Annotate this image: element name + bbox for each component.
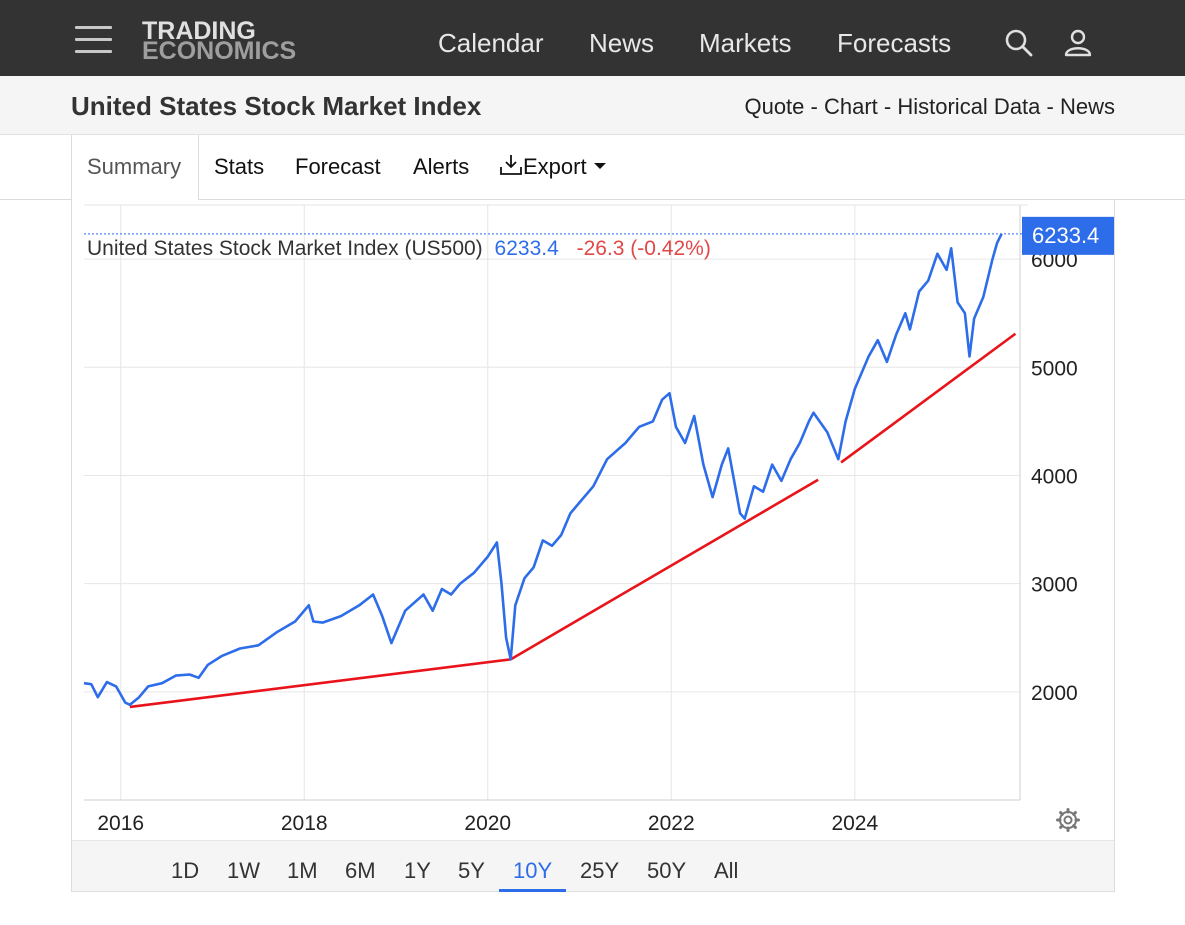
logo-line1: TRADING <box>142 17 256 45</box>
chart-legend: United States Stock Market Index (US500)… <box>87 237 711 260</box>
trendline <box>129 658 511 709</box>
series-line <box>83 233 1003 707</box>
search-icon[interactable] <box>1004 28 1034 58</box>
export-label: Export <box>523 154 587 179</box>
chart-grid <box>84 204 1028 801</box>
link-historical-data[interactable]: Historical Data <box>897 94 1041 119</box>
y-tick-label: 3000 <box>1031 574 1078 597</box>
y-tick-label: 5000 <box>1031 357 1078 380</box>
range-all[interactable]: All <box>714 858 739 883</box>
nav-forecasts[interactable]: Forecasts <box>837 28 952 58</box>
trendline <box>510 478 819 661</box>
tab-summary-label: Summary <box>87 154 182 179</box>
nav-calendar[interactable]: Calendar <box>438 28 544 58</box>
range-1m[interactable]: 1M <box>287 858 318 883</box>
nav-markets[interactable]: Markets <box>699 28 792 58</box>
x-tick-label: 2016 <box>97 812 144 835</box>
range-1y[interactable]: 1Y <box>404 858 431 883</box>
trendline <box>840 332 1017 464</box>
range-1d[interactable]: 1D <box>171 858 200 883</box>
last-value-label: 6233.4 <box>1032 223 1099 248</box>
link-separator: - <box>1046 94 1054 119</box>
x-axis-labels: 2016 2018 2020 2022 2024 <box>97 812 878 835</box>
link-quote[interactable]: Quote <box>744 94 805 119</box>
logo-line2: ECONOMICS <box>142 37 297 65</box>
title-bar: United States Stock Market Index Quote -… <box>0 76 1185 135</box>
top-navbar: TRADING ECONOMICS Calendar News Markets … <box>0 0 1185 76</box>
link-news[interactable]: News <box>1059 94 1115 119</box>
y-tick-label: 4000 <box>1031 465 1078 488</box>
link-separator: - <box>810 94 818 119</box>
settings-gear-icon[interactable] <box>1056 808 1080 832</box>
last-value-badge: 6233.4 <box>1022 216 1114 255</box>
range-5y[interactable]: 5Y <box>458 858 485 883</box>
user-icon[interactable] <box>1063 28 1093 58</box>
legend-series-name: United States Stock Market Index (US500) <box>87 237 483 260</box>
x-tick-label: 2022 <box>648 812 695 835</box>
range-6m[interactable]: 6M <box>345 858 376 883</box>
link-chart[interactable]: Chart <box>823 94 878 119</box>
range-selector: 1D 1W 1M 6M 1Y 5Y 10Y 25Y 50Y All <box>72 840 1114 892</box>
chart-panel <box>71 200 1115 892</box>
y-tick-label: 2000 <box>1031 682 1078 705</box>
export-button[interactable]: Export <box>499 154 607 180</box>
range-1w[interactable]: 1W <box>227 858 260 883</box>
logo[interactable]: TRADING ECONOMICS <box>142 17 297 65</box>
x-tick-label: 2018 <box>281 812 328 835</box>
quick-links: Quote - Chart - Historical Data - News <box>744 94 1115 120</box>
menu-icon[interactable] <box>75 26 112 56</box>
caret-down-icon <box>593 163 606 169</box>
x-tick-label: 2024 <box>831 812 878 835</box>
active-range-underline <box>499 889 566 892</box>
legend-change: -26.3 (-0.42%) <box>577 237 711 260</box>
download-icon <box>500 155 522 175</box>
link-separator: - <box>883 94 892 119</box>
tab-summary[interactable]: Summary <box>71 135 199 201</box>
legend-last-value: 6233.4 <box>495 237 560 260</box>
page-title: United States Stock Market Index <box>71 91 482 121</box>
tab-stats[interactable]: Stats <box>214 154 265 179</box>
range-25y[interactable]: 25Y <box>580 858 620 883</box>
nav-news[interactable]: News <box>589 28 655 58</box>
tabs-row: Summary Stats Forecast Alerts Export <box>0 135 1185 201</box>
trendlines <box>129 332 1017 709</box>
tab-forecast[interactable]: Forecast <box>295 154 381 179</box>
tab-alerts[interactable]: Alerts <box>413 154 470 179</box>
x-tick-label: 2020 <box>464 812 511 835</box>
range-50y[interactable]: 50Y <box>647 858 687 883</box>
range-10y[interactable]: 10Y <box>513 858 553 883</box>
